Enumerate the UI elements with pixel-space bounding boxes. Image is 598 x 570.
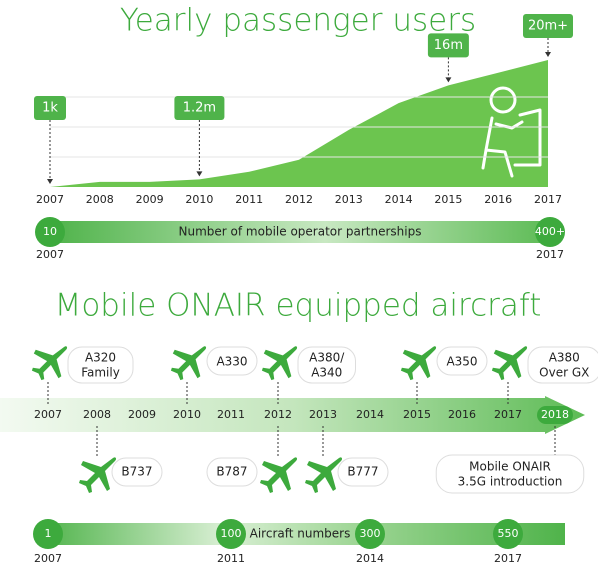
aircraft-label: A380/ <box>309 351 345 365</box>
aircraft-label: A320 <box>85 351 116 365</box>
timeline-year: 2009 <box>128 408 156 421</box>
timeline-year: 2013 <box>309 408 337 421</box>
callout-arrow <box>47 178 53 184</box>
milestone-year: 2017 <box>494 552 522 565</box>
cloud <box>67 346 134 384</box>
plane-icon <box>491 346 528 381</box>
numbers-label: Aircraft numbers <box>250 527 351 541</box>
aircraft-label: B787 <box>216 465 247 479</box>
x-tick-label: 2016 <box>484 193 512 206</box>
milestone-year: 2017 <box>536 248 564 261</box>
timeline-year: 2008 <box>83 408 111 421</box>
timeline-year: 2014 <box>356 408 384 421</box>
timeline-year: 2018 <box>541 408 569 421</box>
partnership-label: Number of mobile operator partnerships <box>179 225 422 239</box>
milestone-value: 550 <box>498 527 519 540</box>
partnership-bar <box>50 221 550 243</box>
milestone-year: 2011 <box>217 552 245 565</box>
milestone-year: 2014 <box>356 552 384 565</box>
plane-icon <box>400 346 437 381</box>
cloud <box>337 457 389 487</box>
plane-icon <box>260 457 298 493</box>
timeline-year: 2016 <box>448 408 476 421</box>
x-tick-label: 2013 <box>335 193 363 206</box>
chart-title: Yearly passenger users <box>120 3 476 39</box>
callout-arrow <box>445 77 452 83</box>
timeline-year: 2012 <box>264 408 292 421</box>
callout-arrow <box>545 52 551 57</box>
numbers-bar <box>40 523 565 545</box>
data-label: 20m+ <box>528 19 568 34</box>
cloud <box>435 454 585 494</box>
event-label: Mobile ONAIR <box>469 460 551 474</box>
milestone-circle <box>355 519 385 549</box>
x-tick-label: 2017 <box>534 193 562 206</box>
aircraft-label: B737 <box>121 465 152 479</box>
milestone-value: 400+ <box>535 225 565 238</box>
x-tick-label: 2007 <box>36 193 64 206</box>
milestone-value: 100 <box>221 527 242 540</box>
x-tick-label: 2009 <box>136 193 164 206</box>
year-pill <box>537 406 573 424</box>
data-label: 1.2m <box>183 101 216 116</box>
timeline-band <box>0 396 585 434</box>
plane-icon <box>305 457 343 493</box>
x-tick-label: 2015 <box>434 193 462 206</box>
milestone-circle <box>493 519 523 549</box>
aircraft-label: B777 <box>347 465 378 479</box>
aircraft-label: A340 <box>311 366 342 380</box>
cloud <box>206 457 258 487</box>
plane-icon <box>170 346 207 381</box>
aircraft-label: Over GX <box>539 366 589 380</box>
cloud <box>527 346 598 384</box>
cloud <box>436 346 488 376</box>
milestone-year: 2007 <box>34 552 62 565</box>
x-tick-label: 2008 <box>86 193 114 206</box>
data-label: 1k <box>42 101 58 116</box>
x-tick-label: 2014 <box>385 193 413 206</box>
callout-box <box>523 14 573 38</box>
cloud <box>206 346 258 376</box>
milestone-value: 10 <box>43 225 57 238</box>
timeline-year: 2011 <box>217 408 245 421</box>
timeline-year: 2017 <box>494 408 522 421</box>
callout-box <box>174 96 225 120</box>
milestone-circle <box>35 217 65 247</box>
aircraft-label: A330 <box>216 355 247 369</box>
section-title: Mobile ONAIR equipped aircraft <box>55 288 542 324</box>
callout-arrow <box>196 171 203 177</box>
milestone-year: 2007 <box>36 248 64 261</box>
timeline-year: 2015 <box>403 408 431 421</box>
aircraft-label: A350 <box>446 355 477 369</box>
area <box>50 60 548 187</box>
aircraft-label: A380 <box>549 351 580 365</box>
plane-icon <box>261 346 298 381</box>
plane-icon <box>79 457 117 493</box>
plane-icon <box>31 346 68 381</box>
cloud <box>111 457 163 487</box>
cloud <box>297 346 356 384</box>
milestone-value: 1 <box>45 527 52 540</box>
milestone-circle <box>535 217 565 247</box>
x-tick-label: 2012 <box>285 193 313 206</box>
timeline-year: 2007 <box>34 408 62 421</box>
x-tick-label: 2011 <box>235 193 263 206</box>
callout-box <box>34 96 66 120</box>
callout-box <box>427 33 469 58</box>
timeline-year: 2010 <box>173 408 201 421</box>
event-label: 3.5G introduction <box>458 475 563 489</box>
milestone-circle <box>33 519 63 549</box>
x-tick-label: 2010 <box>185 193 213 206</box>
milestone-circle <box>216 519 246 549</box>
data-label: 16m <box>434 38 463 53</box>
aircraft-label: Family <box>81 366 120 380</box>
milestone-value: 300 <box>360 527 381 540</box>
passenger-icon <box>481 86 542 178</box>
